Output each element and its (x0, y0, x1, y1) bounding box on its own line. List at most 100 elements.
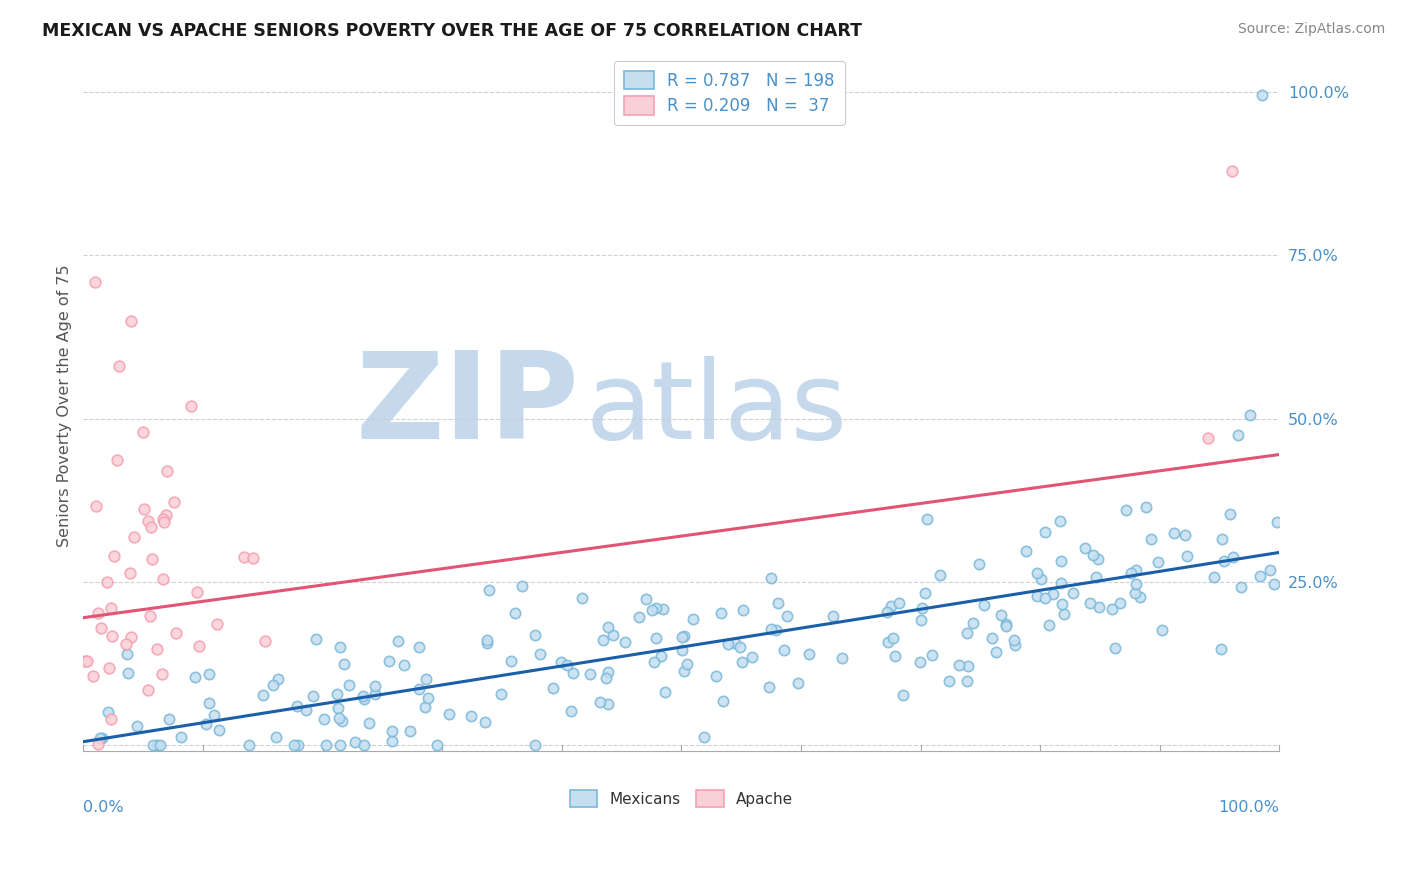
Legend: Mexicans, Apache: Mexicans, Apache (564, 784, 799, 813)
Point (333, 657, 356, 671)
Point (911, 600, 934, 615)
Point (478, 583, 501, 598)
Point (266, 730, 288, 744)
Point (115, 637, 138, 651)
Point (555, 657, 578, 672)
Point (914, 586, 936, 600)
Text: 100.0%: 100.0% (1219, 800, 1279, 815)
Point (1104, 641, 1126, 656)
Point (560, 704, 582, 718)
Point (676, 657, 699, 671)
Point (704, 669, 727, 683)
Text: 0.0%: 0.0% (83, 800, 124, 815)
Point (1139, 533, 1161, 547)
Point (1087, 552, 1109, 566)
Point (831, 650, 853, 665)
Point (1084, 570, 1107, 584)
Point (180, 399, 202, 413)
Point (328, 711, 350, 725)
Point (326, 687, 349, 701)
Point (731, 603, 754, 617)
Point (1209, 642, 1232, 657)
Point (1015, 544, 1038, 558)
Point (474, 715, 496, 730)
Point (524, 738, 547, 752)
Point (773, 643, 796, 657)
Point (1031, 572, 1053, 586)
Point (938, 674, 960, 689)
Point (381, 723, 404, 738)
Point (634, 592, 657, 607)
Point (908, 656, 931, 670)
Point (208, 723, 231, 737)
Point (460, 709, 482, 723)
Point (120, 630, 142, 644)
Point (155, 508, 177, 522)
Point (101, 629, 124, 643)
Point (202, 708, 225, 723)
Point (153, 515, 176, 529)
Point (1250, 88, 1272, 103)
Point (96, 574, 118, 589)
Point (118, 566, 141, 581)
Point (501, 654, 523, 668)
Point (990, 608, 1012, 623)
Point (198, 696, 221, 710)
Point (103, 549, 125, 563)
Point (728, 640, 751, 654)
Point (252, 688, 274, 702)
Point (1035, 524, 1057, 539)
Point (82, 668, 104, 682)
Point (353, 692, 375, 706)
Point (1078, 596, 1101, 610)
Point (1081, 548, 1104, 562)
Point (598, 697, 620, 711)
Point (439, 707, 461, 722)
Point (1074, 541, 1097, 555)
Point (671, 631, 693, 645)
Point (1038, 618, 1060, 632)
Point (76, 654, 98, 668)
Point (381, 734, 404, 748)
Point (108, 359, 131, 374)
Point (589, 695, 612, 709)
Point (312, 712, 335, 726)
Point (710, 606, 733, 620)
Point (1125, 563, 1147, 577)
Point (408, 682, 430, 697)
Point (1123, 586, 1146, 600)
Point (503, 606, 526, 620)
Point (761, 571, 783, 585)
Point (1219, 507, 1241, 521)
Point (84, 275, 107, 289)
Point (915, 512, 938, 526)
Point (100, 712, 122, 726)
Point (392, 658, 415, 673)
Point (984, 645, 1007, 659)
Point (408, 640, 430, 655)
Point (1163, 526, 1185, 541)
Point (880, 599, 903, 613)
Point (711, 694, 734, 708)
Point (283, 738, 305, 752)
Point (84, 499, 107, 513)
Point (883, 649, 905, 664)
Point (149, 738, 172, 752)
Point (125, 719, 148, 733)
Point (287, 738, 309, 752)
Point (724, 636, 747, 650)
Point (188, 639, 211, 653)
Text: MEXICAN VS APACHE SENIORS POVERTY OVER THE AGE OF 75 CORRELATION CHART: MEXICAN VS APACHE SENIORS POVERTY OVER T… (42, 22, 862, 40)
Point (1115, 503, 1137, 517)
Point (1258, 563, 1281, 577)
Point (156, 464, 179, 478)
Point (1174, 528, 1197, 542)
Point (152, 572, 174, 586)
Point (426, 738, 449, 752)
Point (671, 643, 693, 657)
Point (100, 601, 122, 615)
Point (1147, 555, 1170, 569)
Point (1062, 586, 1084, 600)
Point (1150, 623, 1173, 637)
Point (962, 615, 984, 630)
